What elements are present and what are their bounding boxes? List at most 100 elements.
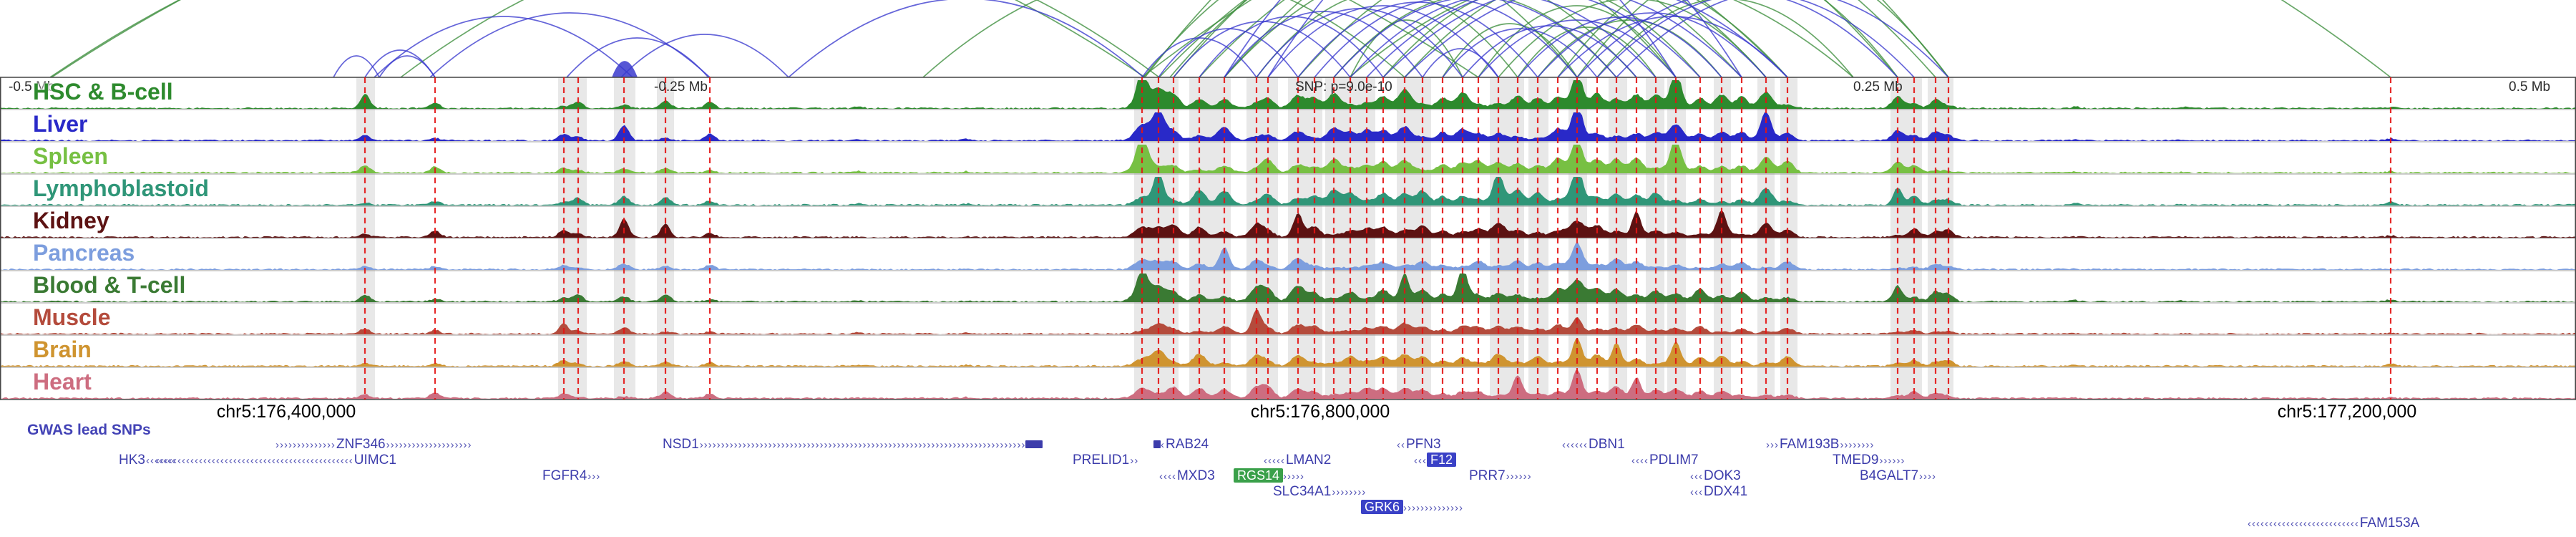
gene-znf346: ››››››››››››››ZNF346›››››››››››››››››››› xyxy=(275,437,472,453)
gene-label: FGFR4 xyxy=(542,468,587,483)
gene-label: PFN3 xyxy=(1406,437,1441,452)
gene-exon-box xyxy=(1153,440,1161,448)
interaction-arc xyxy=(1256,0,1518,78)
interaction-arc xyxy=(566,37,709,78)
gene-strand-arrows: ››› xyxy=(1766,439,1779,451)
interaction-arc xyxy=(374,16,633,78)
interaction-arcs xyxy=(49,0,2391,78)
interaction-arc xyxy=(1173,21,1351,78)
interaction-arc xyxy=(1596,0,1854,78)
gene-label: HK3 xyxy=(119,453,145,468)
gene-label: ZNF346 xyxy=(336,437,386,452)
gene-rab24: ‹RAB24 xyxy=(1153,437,1209,453)
interaction-arc xyxy=(1199,16,1384,78)
gene-label: TMED9 xyxy=(1833,453,1879,468)
gene-mxd3: ‹‹‹‹MXD3 xyxy=(1159,468,1216,484)
gene-hk3: HK3‹‹‹‹‹‹‹ xyxy=(118,453,176,468)
gene-strand-arrows: ‹‹‹‹‹‹ xyxy=(1562,439,1588,451)
track-label-liver: Liver xyxy=(33,111,88,137)
gene-label: RGS14 xyxy=(1234,468,1284,483)
gene-strand-arrows: ‹‹‹‹‹‹‹ xyxy=(145,455,176,467)
gene-strand-arrows: ›››› xyxy=(1919,470,1937,483)
gene-strand-arrows: ›››››› xyxy=(1879,455,1906,467)
interaction-arc xyxy=(1498,0,1767,78)
interaction-arc xyxy=(1478,19,1677,78)
interaction-arc xyxy=(1333,0,1617,78)
interaction-arc xyxy=(1224,11,1423,78)
gene-strand-arrows: ›››››››››››››› xyxy=(1403,502,1463,514)
interaction-arc xyxy=(1537,12,1767,78)
interaction-arc xyxy=(1576,0,1949,78)
interaction-arc xyxy=(1350,0,1657,78)
interaction-arc xyxy=(400,0,1160,78)
gene-strand-arrows: ›››››››› xyxy=(1840,439,1875,451)
interaction-arc xyxy=(922,0,1405,78)
gene-f12: ‹‹‹ F12 xyxy=(1414,453,1457,468)
interaction-arc xyxy=(612,61,638,78)
interaction-arc xyxy=(1382,0,1701,78)
track-label-hsc-b-cell: HSC & B-cell xyxy=(33,79,173,105)
interaction-arc xyxy=(1517,26,1657,78)
ruler-label: 0.25 Mb xyxy=(1853,79,1903,95)
interaction-arc xyxy=(1350,19,1463,78)
track-label-brain: Brain xyxy=(33,337,92,362)
interaction-arc xyxy=(1404,0,1788,78)
gene-label: PDLIM7 xyxy=(1649,453,1699,468)
interaction-arc xyxy=(1141,37,1257,78)
interaction-arc xyxy=(1557,0,1898,78)
snp-pvalue-label: SNP: p=9.0e-10 xyxy=(1295,79,1392,95)
track-label-kidney: Kidney xyxy=(33,208,109,233)
interaction-arc xyxy=(333,55,380,78)
interaction-arc xyxy=(1462,25,1637,78)
gene-prelid1: PRELID1›› xyxy=(1072,453,1138,468)
interaction-arc xyxy=(788,0,1144,78)
interaction-arc xyxy=(379,55,436,78)
interaction-arc xyxy=(1537,19,1722,78)
ruler-label: -0.25 Mb xyxy=(654,79,708,95)
gene-strand-arrows: ›› xyxy=(1130,455,1139,467)
snp-lines xyxy=(364,77,2392,400)
gene-label: SLC34A1 xyxy=(1273,484,1332,499)
interaction-arc xyxy=(1158,28,1299,78)
gene-label: RAB24 xyxy=(1166,437,1209,452)
interaction-arc xyxy=(1169,0,1677,78)
gene-label: MXD3 xyxy=(1176,468,1215,483)
gene-label: LMAN2 xyxy=(1285,453,1332,468)
track-label-heart: Heart xyxy=(33,369,92,395)
gene-label: NSD1 xyxy=(663,437,699,452)
coordinate-label: chr5:176,400,000 xyxy=(216,402,356,422)
plot-border xyxy=(0,77,2576,400)
gwas-lead-snps-label: GWAS lead SNPs xyxy=(27,422,151,438)
gene-strand-arrows: ‹‹‹‹‹‹‹‹‹‹‹‹‹‹‹‹‹‹‹‹‹‹‹‹‹‹ xyxy=(2248,518,2359,530)
track-label-spleen: Spleen xyxy=(33,143,108,169)
track-grid xyxy=(0,77,2576,400)
interaction-arc xyxy=(1267,5,1499,78)
interaction-arc xyxy=(1478,5,1677,78)
gene-fgfr4: FGFR4››› xyxy=(542,468,600,484)
interaction-arc xyxy=(1616,0,1949,78)
interaction-arc xyxy=(1576,0,1898,78)
interaction-arc xyxy=(1143,0,1578,78)
interaction-arc xyxy=(1442,23,1578,78)
gene-label: PRELID1 xyxy=(1073,453,1130,468)
interaction-arc xyxy=(620,34,789,78)
gene-strand-arrows: ‹‹‹‹‹ xyxy=(1264,455,1285,467)
interaction-arc xyxy=(1404,0,1788,78)
gene-strand-arrows: ›››››› xyxy=(1506,470,1532,483)
gene-strand-arrows: ›››››››››››››› xyxy=(275,439,336,451)
gene-label: DBN1 xyxy=(1588,437,1625,452)
gene-lman2: ‹‹‹‹‹LMAN2 xyxy=(1264,453,1332,468)
track-label-muscle: Muscle xyxy=(33,304,111,330)
gene-strand-arrows: ›››››››››››››››››››› xyxy=(386,439,472,451)
gene-strand-arrows: ‹‹‹‹‹‹‹‹‹‹‹‹‹‹‹‹‹‹‹‹‹‹‹‹‹‹‹‹‹‹‹‹‹‹‹‹‹‹‹‹… xyxy=(156,455,353,467)
gene-label: B4GALT7 xyxy=(1860,468,1919,483)
gene-strand-arrows: ‹‹‹‹ xyxy=(1159,470,1176,483)
gene-strand-arrows: ‹ xyxy=(1161,439,1165,451)
signal-track-liver xyxy=(0,112,2576,141)
interaction-arc xyxy=(1442,28,1598,78)
interaction-arc xyxy=(1596,0,1915,78)
gene-grk6: GRK6 ›››››››››››››› xyxy=(1361,500,1463,516)
gene-dok3: ‹‹‹DOK3 xyxy=(1690,468,1742,484)
gene-strand-arrows: ‹‹‹‹ xyxy=(1631,455,1649,467)
